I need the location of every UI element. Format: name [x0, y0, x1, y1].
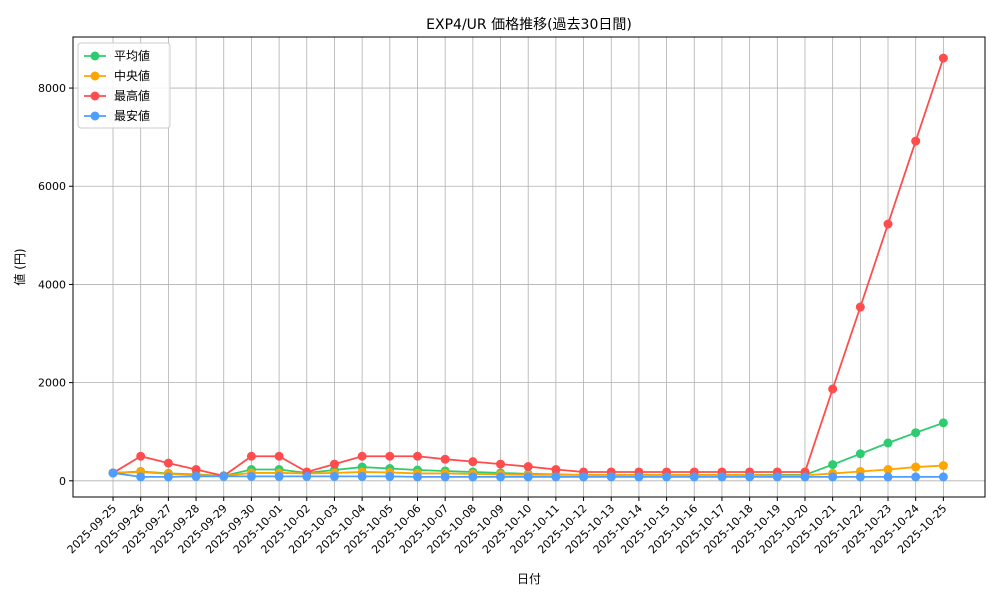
data-point: [883, 465, 893, 475]
y-tick-label: 6000: [38, 180, 66, 193]
legend-label: 中央値: [114, 68, 150, 83]
data-point: [523, 462, 533, 472]
chart-title: EXP4/UR 価格推移(過去30日間): [426, 17, 632, 33]
data-point: [412, 472, 422, 482]
data-point: [579, 472, 589, 482]
data-point: [274, 451, 284, 461]
data-point: [772, 472, 782, 482]
y-tick-label: 2000: [38, 377, 66, 390]
data-point: [911, 136, 921, 146]
data-point: [163, 472, 173, 482]
data-point: [883, 438, 893, 448]
data-point: [855, 472, 865, 482]
data-point: [938, 53, 948, 63]
data-point: [606, 472, 616, 482]
data-point: [440, 472, 450, 482]
data-point: [191, 471, 201, 481]
data-point: [357, 451, 367, 461]
data-point: [717, 472, 727, 482]
y-tick-label: 4000: [38, 278, 66, 291]
data-point: [800, 472, 810, 482]
legend-label: 平均値: [114, 48, 150, 63]
data-point: [551, 465, 561, 475]
y-tick-label: 8000: [38, 82, 66, 95]
legend-label: 最高値: [114, 88, 150, 103]
legend-label: 最安値: [114, 108, 150, 123]
data-point: [883, 219, 893, 229]
data-point: [496, 459, 506, 469]
legend-marker: [90, 51, 100, 61]
data-point: [938, 461, 948, 471]
legend-marker: [90, 91, 100, 101]
data-point: [412, 451, 422, 461]
data-point: [634, 472, 644, 482]
data-point: [440, 454, 450, 464]
data-point: [828, 472, 838, 482]
legend-marker: [90, 71, 100, 81]
data-point: [108, 468, 118, 478]
data-point: [136, 451, 146, 461]
data-point: [329, 471, 339, 481]
data-point: [745, 472, 755, 482]
data-point: [911, 472, 921, 482]
data-point: [136, 472, 146, 482]
y-axis-label: 値 (円): [12, 248, 27, 285]
data-point: [911, 462, 921, 472]
data-point: [662, 472, 672, 482]
data-point: [191, 465, 201, 475]
data-point: [855, 449, 865, 459]
data-point: [385, 471, 395, 481]
data-point: [357, 471, 367, 481]
data-point: [329, 459, 339, 469]
data-point: [938, 418, 948, 428]
plot-frame: [72, 36, 986, 498]
data-point: [938, 472, 948, 482]
data-point: [302, 471, 312, 481]
data-point: [883, 472, 893, 482]
data-point: [828, 460, 838, 470]
data-point: [246, 471, 256, 481]
data-point: [855, 302, 865, 312]
y-tick-label: 0: [59, 475, 66, 488]
data-point: [468, 472, 478, 482]
x-axis-label: 日付: [517, 572, 541, 586]
data-point: [496, 472, 506, 482]
data-point: [274, 471, 284, 481]
data-point: [219, 471, 229, 481]
data-point: [468, 457, 478, 467]
data-point: [911, 428, 921, 438]
data-point: [523, 472, 533, 482]
data-point: [163, 458, 173, 468]
data-point: [385, 451, 395, 461]
data-point: [246, 451, 256, 461]
data-point: [828, 384, 838, 394]
data-point: [551, 472, 561, 482]
legend-box: [77, 42, 171, 129]
legend-marker: [90, 111, 100, 121]
data-point: [689, 472, 699, 482]
